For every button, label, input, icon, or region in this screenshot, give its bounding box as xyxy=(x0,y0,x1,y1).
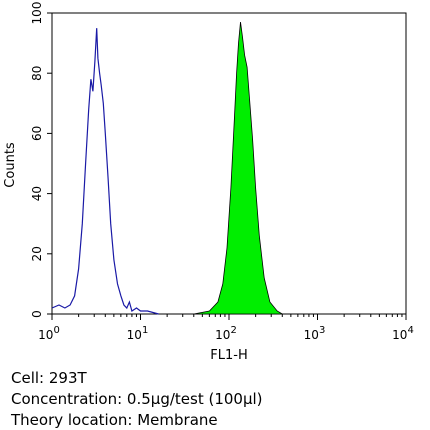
y-tick-label: 0 xyxy=(30,310,44,318)
series-layer xyxy=(51,21,284,315)
x-tick-label: 101 xyxy=(127,325,149,342)
caption-location: Theory location: Membrane xyxy=(11,411,218,429)
y-axis-title: Counts xyxy=(3,142,18,188)
x-tick-label: 103 xyxy=(304,325,326,342)
x-axis-title: FL1-H xyxy=(210,348,247,363)
y-tick-label: 60 xyxy=(30,126,44,141)
caption-concentration: Concentration: 0.5μg/test (100μl) xyxy=(11,390,263,408)
histogram-chart: 100 101 102 103 104 0 20 40 60 80 100 FL1-H Counts xyxy=(3,2,414,363)
x-tick-label: 100 xyxy=(38,325,60,342)
x-tick-label: 102 xyxy=(215,325,237,342)
caption-cell: Cell: 293T xyxy=(11,369,87,387)
y-tick-label: 40 xyxy=(30,186,44,201)
series-filled-histogram xyxy=(193,21,284,315)
y-tick-label: 80 xyxy=(30,66,44,81)
x-tick-label: 104 xyxy=(392,325,414,342)
series-outline-histogram xyxy=(51,28,159,315)
axis-layer: 100 101 102 103 104 0 20 40 60 80 100 xyxy=(30,2,414,342)
y-tick-label: 20 xyxy=(30,246,44,261)
y-tick-label: 100 xyxy=(30,2,44,25)
